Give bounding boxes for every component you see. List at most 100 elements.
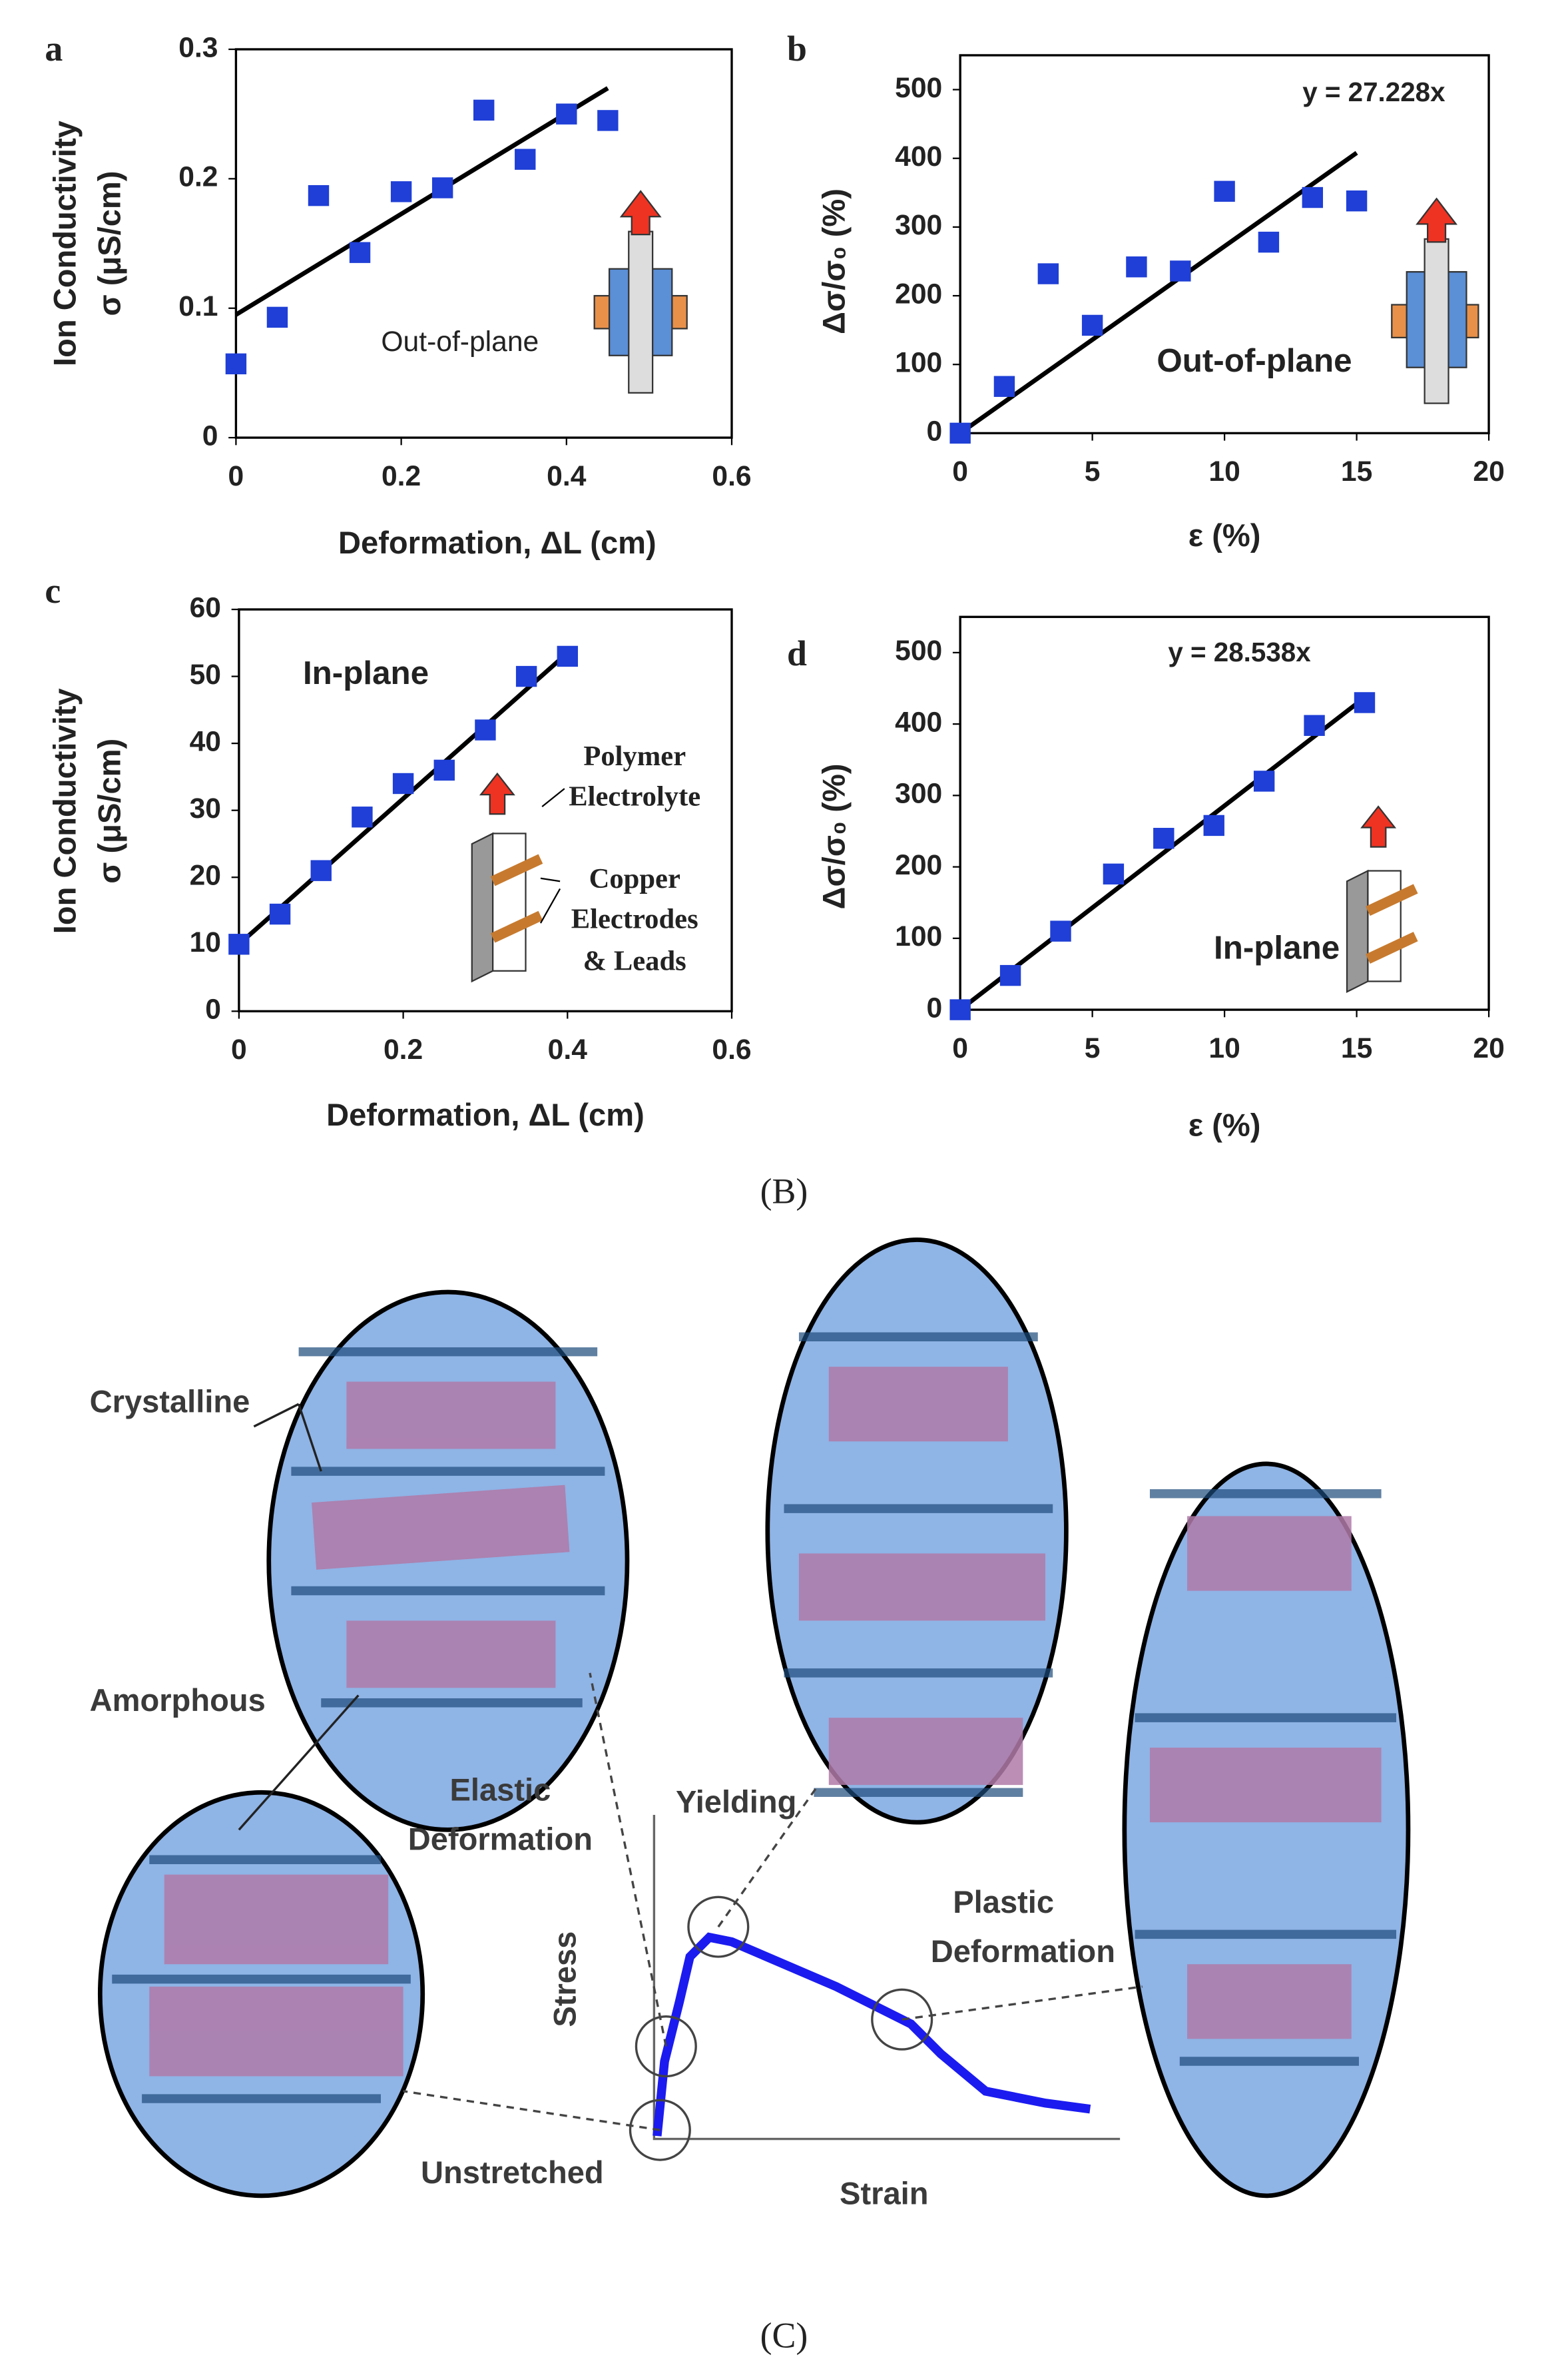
- point: [1302, 186, 1323, 208]
- y-tick-label: 400: [895, 706, 942, 738]
- y-axis-title: Δσ/σ₀ (%): [816, 764, 851, 910]
- x-tick-label: 0: [231, 1034, 247, 1066]
- point: [475, 719, 496, 741]
- trendline: [234, 86, 609, 317]
- point: [1203, 815, 1224, 837]
- x-tick-label: 0.4: [547, 460, 587, 492]
- inset-out-of-plane: [593, 190, 688, 394]
- circle: [629, 2099, 691, 2161]
- crystal: [828, 1367, 1008, 1442]
- y-axis-title: Δσ/σ₀ (%): [816, 188, 851, 334]
- x-axis-title: ε (%): [1188, 517, 1261, 553]
- point: [431, 177, 453, 198]
- chain: [112, 1855, 411, 2103]
- x-tick-label: 10: [1208, 1032, 1240, 1064]
- y-tick-label: 200: [895, 278, 942, 310]
- x-tick-label: 0: [952, 456, 968, 488]
- point: [266, 306, 288, 328]
- label: Strain: [840, 2175, 928, 2210]
- point: [352, 807, 373, 828]
- inset-out-of-plane: [1391, 197, 1479, 404]
- trendline: [237, 651, 569, 946]
- point: [1214, 180, 1235, 202]
- label: Plastic: [953, 1884, 1054, 1919]
- x-tick-label: 0: [228, 460, 244, 492]
- point: [390, 181, 412, 202]
- crystal: [1149, 1748, 1382, 1823]
- x-tick-label: 15: [1341, 1032, 1372, 1064]
- graph-axes: [653, 1814, 1121, 2141]
- stress-strain-curve: [653, 1932, 1091, 2137]
- annotation: In-plane: [1214, 929, 1340, 966]
- point: [557, 645, 579, 667]
- inset-in-plane: [1346, 805, 1418, 993]
- panel-letter: c: [45, 571, 61, 611]
- point: [515, 149, 536, 170]
- caption: (C): [760, 2315, 808, 2355]
- annotation: Copper: [589, 863, 680, 894]
- chain: [291, 1347, 605, 1708]
- point: [1037, 263, 1059, 284]
- y-tick-label: 10: [190, 926, 221, 958]
- point: [1304, 715, 1325, 736]
- label: Amorphous: [90, 1682, 266, 1718]
- y-axis-title: σ (μS/cm): [92, 739, 127, 884]
- point: [1258, 231, 1280, 253]
- crystal: [1187, 1516, 1352, 1591]
- y-tick-label: 0: [927, 416, 943, 448]
- caption: (B): [760, 1172, 808, 1211]
- plot-frame: [234, 48, 733, 439]
- point: [597, 110, 619, 131]
- point: [225, 353, 247, 375]
- crystal: [828, 1718, 1023, 1786]
- crystals: [149, 1367, 1382, 2077]
- y-tick-label: 200: [895, 849, 942, 881]
- y-tick-label: 300: [895, 209, 942, 241]
- y-tick-label: 0: [202, 420, 218, 452]
- point: [392, 773, 414, 795]
- point: [1346, 190, 1368, 212]
- point: [993, 376, 1015, 397]
- x-tick-label: 10: [1208, 456, 1240, 488]
- crystal: [1187, 1964, 1352, 2039]
- point: [473, 99, 495, 121]
- crystal: [346, 1381, 556, 1449]
- point: [515, 665, 537, 687]
- crystal: [346, 1620, 556, 1688]
- point: [349, 242, 371, 263]
- point: [269, 903, 291, 925]
- markers: [238, 1403, 1143, 2161]
- point: [1126, 256, 1147, 278]
- label: Yielding: [676, 1784, 796, 1820]
- y-tick-label: 500: [895, 635, 942, 667]
- annotation: y = 27.228x: [1302, 77, 1445, 107]
- y-tick-label: 0: [927, 992, 943, 1024]
- y-tick-label: 400: [895, 141, 942, 172]
- panel-letter: d: [787, 633, 807, 673]
- point: [999, 964, 1021, 986]
- x-tick-label: 5: [1085, 1032, 1101, 1064]
- y-tick-label: 20: [190, 859, 221, 891]
- y-tick-label: 40: [190, 725, 221, 757]
- annotation: Out-of-plane: [381, 326, 539, 358]
- y-tick-label: 0.2: [178, 161, 218, 193]
- y-tick-label: 0.3: [178, 31, 218, 63]
- point: [308, 184, 330, 206]
- axes: [653, 1814, 1121, 2141]
- point: [310, 860, 332, 881]
- annotation: Polymer: [583, 741, 686, 772]
- y-tick-label: 300: [895, 778, 942, 810]
- x-axis-title: ε (%): [1188, 1108, 1261, 1143]
- x-tick-label: 15: [1341, 456, 1372, 488]
- x-tick-label: 0.4: [548, 1034, 588, 1066]
- x-tick-label: 20: [1473, 456, 1504, 488]
- chain: [1135, 1489, 1397, 2066]
- trendline: [959, 695, 1366, 1012]
- y-tick-label: 50: [190, 659, 221, 691]
- point: [433, 759, 455, 781]
- inset-in-plane: [471, 772, 543, 983]
- point: [1081, 314, 1103, 336]
- x-tick-label: 5: [1085, 456, 1101, 488]
- y-tick-label: 100: [895, 920, 942, 952]
- point: [1170, 260, 1191, 282]
